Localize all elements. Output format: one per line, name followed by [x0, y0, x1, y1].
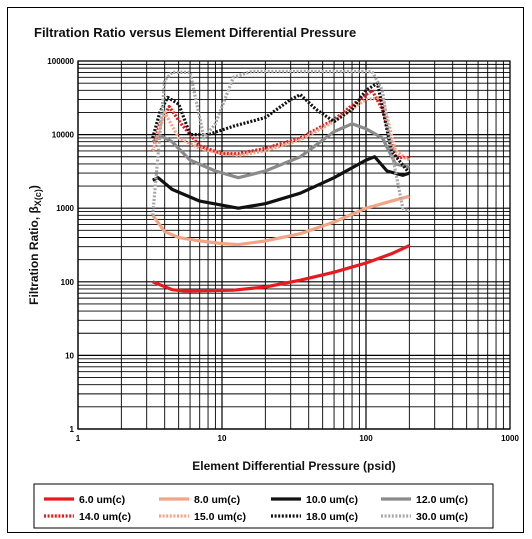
legend-label: 14.0 um(c)	[79, 511, 131, 523]
y-axis-label-paren: )	[27, 185, 41, 189]
legend-label: 10.0 um(c)	[306, 494, 358, 506]
y-tick-label: 100	[61, 278, 75, 287]
chart-title: Filtration Ratio versus Element Differen…	[34, 25, 356, 40]
x-tick-labels: 1 10 100 1000	[76, 434, 520, 443]
legend-label: 30.0 um(c)	[416, 511, 468, 523]
legend-label: 12.0 um(c)	[416, 494, 468, 506]
series-line-8	[151, 69, 411, 216]
legend: 6.0 um(c) 8.0 um(c) 10.0 um(c) 12.0 um(c) 14…	[44, 494, 468, 523]
y-tick-label: 1	[70, 425, 75, 434]
plot-area-border	[77, 60, 511, 430]
series-line-1	[152, 244, 410, 293]
grid	[77, 61, 510, 430]
y-tick-label: 10	[65, 351, 74, 360]
legend-label: 8.0 um(c)	[194, 494, 240, 506]
series-layer	[151, 69, 411, 293]
series-line-2	[151, 194, 410, 247]
legend-label: 6.0 um(c)	[79, 494, 125, 506]
y-tick-label: 10000	[52, 131, 75, 140]
x-axis-label: Element Differential Pressure (psid)	[192, 459, 395, 473]
x-tick-label: 100	[359, 434, 373, 443]
y-axis-label: Filtration Ratio, βX(c))	[27, 185, 43, 305]
series-line-5	[151, 88, 410, 160]
x-tick-label: 1000	[501, 434, 519, 443]
y-axis-label-subscript: X(c)	[33, 189, 43, 206]
legend-label: 18.0 um(c)	[306, 511, 358, 523]
x-tick-label: 1	[76, 434, 81, 443]
y-axis-label-main: Filtration Ratio, β	[27, 206, 41, 305]
y-tick-labels: 1 10 100 1000 10000 100000	[47, 57, 74, 434]
series-line-4	[151, 122, 410, 180]
x-tick-label: 10	[218, 434, 227, 443]
legend-box	[33, 483, 494, 529]
legend-label: 15.0 um(c)	[194, 511, 246, 523]
series-line-3	[152, 155, 410, 210]
y-axis-label-text: Filtration Ratio, βX(c))	[27, 185, 43, 305]
y-tick-label: 100000	[47, 57, 74, 66]
y-tick-label: 1000	[56, 204, 74, 213]
series-line-7	[151, 81, 411, 175]
series-line-6	[151, 95, 411, 162]
